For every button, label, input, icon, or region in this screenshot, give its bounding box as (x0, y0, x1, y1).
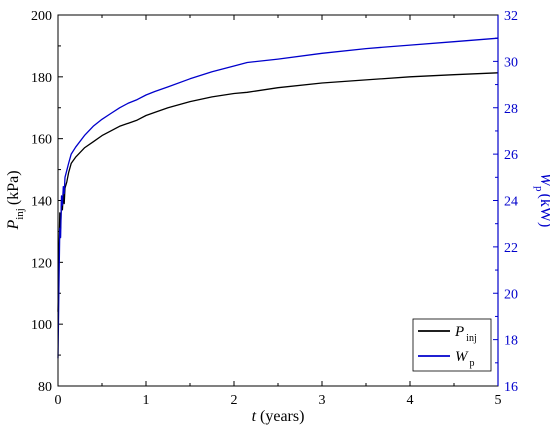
legend-box (412, 318, 492, 372)
left-y-tick-label: 180 (31, 71, 52, 86)
series-line-w-p (57, 37, 499, 359)
right-y-tick-label: 24 (504, 195, 518, 210)
left-y-tick-label: 100 (31, 318, 52, 333)
x-tick-label: 4 (407, 393, 414, 408)
right-y-tick-label: 28 (504, 102, 518, 117)
right-y-tick-label: 32 (504, 9, 518, 24)
x-axis-label: t (years) (252, 408, 305, 425)
right-y-tick-label: 30 (504, 55, 518, 70)
series-lines (57, 37, 499, 359)
right-y-axis-label: Wp(kW) (533, 173, 550, 228)
x-tick-label: 3 (319, 393, 326, 408)
left-y-tick-label: 160 (31, 133, 52, 148)
x-tick-label: 1 (143, 393, 150, 408)
left-y-tick-label: 120 (31, 256, 52, 271)
tick-labels: 0 1 2 3 4 5 80 100 120 140 160 180 200 16 18 20 22 24 26 28… (31, 9, 518, 408)
right-y-tick-label: 20 (504, 287, 518, 302)
left-y-tick-label: 80 (38, 380, 52, 395)
right-y-tick-label: 22 (504, 241, 518, 256)
right-y-tick-label: 16 (504, 380, 518, 395)
series-line-p-inj (57, 72, 499, 312)
right-y-tick-label: 26 (504, 148, 518, 163)
x-tick-label: 5 (495, 393, 502, 408)
right-y-tick-label: 18 (504, 334, 518, 349)
left-y-tick-label: 140 (31, 195, 52, 210)
x-tick-label: 2 (231, 393, 238, 408)
left-y-tick-label: 200 (31, 9, 52, 24)
x-tick-label: 0 (55, 393, 62, 408)
left-y-axis-label: Pinj(kPa) (5, 170, 26, 230)
